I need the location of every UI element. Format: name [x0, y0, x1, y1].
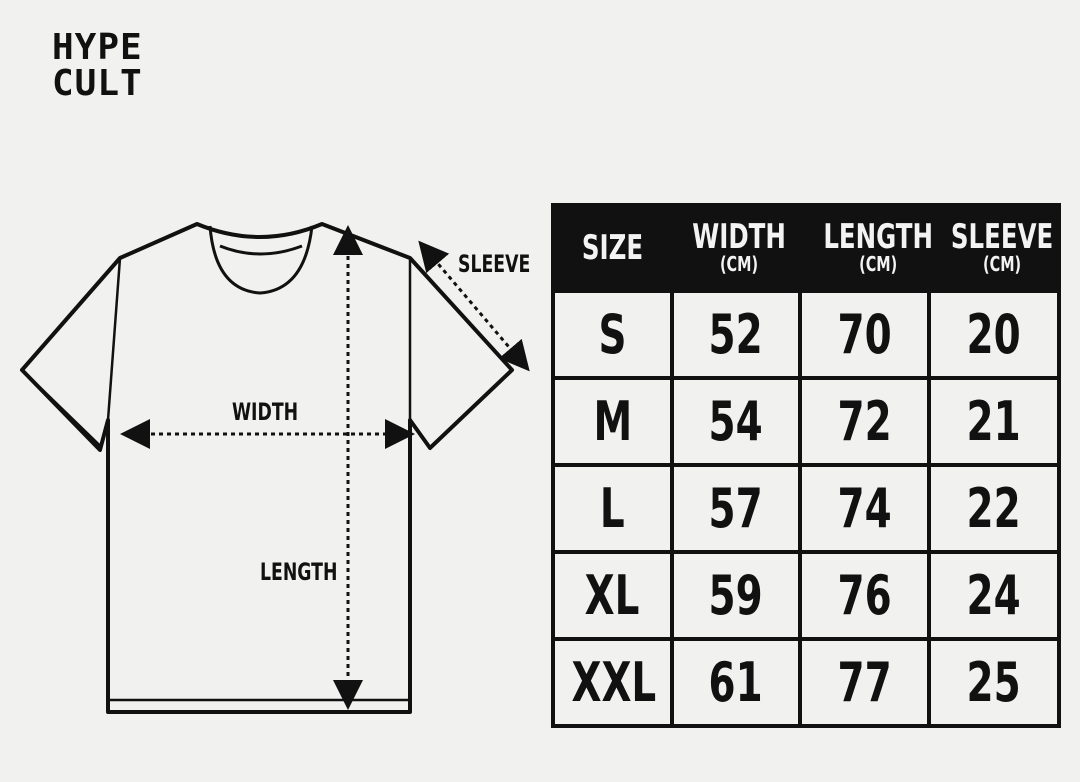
header-length: LENGTH (CM) — [798, 203, 933, 293]
header-width: WIDTH (CM) — [670, 203, 802, 293]
cell-length: 77 — [798, 637, 931, 728]
cell-size: XL — [551, 550, 674, 641]
length-label: LENGTH — [260, 558, 338, 586]
cell-width: 57 — [670, 463, 802, 554]
header-sleeve: SLEEVE (CM) — [927, 203, 1061, 293]
table-row: S 52 70 20 — [551, 289, 1061, 380]
brand-line1: HYPE — [52, 27, 143, 68]
shirt-outline — [20, 222, 514, 714]
table-row: M 54 72 21 — [551, 376, 1061, 467]
cell-length: 70 — [798, 289, 931, 380]
cell-width: 59 — [670, 550, 802, 641]
table-row: XXL 61 77 25 — [551, 637, 1061, 728]
table-row: L 57 74 22 — [551, 463, 1061, 554]
sleeve-label: SLEEVE — [458, 250, 531, 278]
cell-size: XXL — [551, 637, 674, 728]
cell-sleeve: 22 — [927, 463, 1061, 554]
cell-length: 72 — [798, 376, 931, 467]
size-chart-table: SIZE WIDTH (CM) LENGTH (CM) SLEEVE (CM) S 52… — [551, 203, 1061, 728]
cell-sleeve: 24 — [927, 550, 1061, 641]
cell-width: 54 — [670, 376, 802, 467]
cell-sleeve: 21 — [927, 376, 1061, 467]
cell-size: L — [551, 463, 674, 554]
cell-sleeve: 20 — [927, 289, 1061, 380]
collar — [208, 225, 314, 295]
cell-width: 52 — [670, 289, 802, 380]
cell-length: 76 — [798, 550, 931, 641]
brand-logo: HYPE CULT — [52, 30, 143, 102]
cell-size: M — [551, 376, 674, 467]
table-row: XL 59 76 24 — [551, 550, 1061, 641]
cell-size: S — [551, 289, 674, 380]
cell-width: 61 — [670, 637, 802, 728]
cell-sleeve: 25 — [927, 637, 1061, 728]
brand-line2: CULT — [52, 63, 143, 104]
header-size: SIZE — [551, 203, 674, 293]
tshirt-diagram — [20, 222, 530, 714]
width-label: WIDTH — [232, 398, 299, 426]
cell-length: 74 — [798, 463, 931, 554]
table-header-row: SIZE WIDTH (CM) LENGTH (CM) SLEEVE (CM) — [551, 203, 1061, 293]
